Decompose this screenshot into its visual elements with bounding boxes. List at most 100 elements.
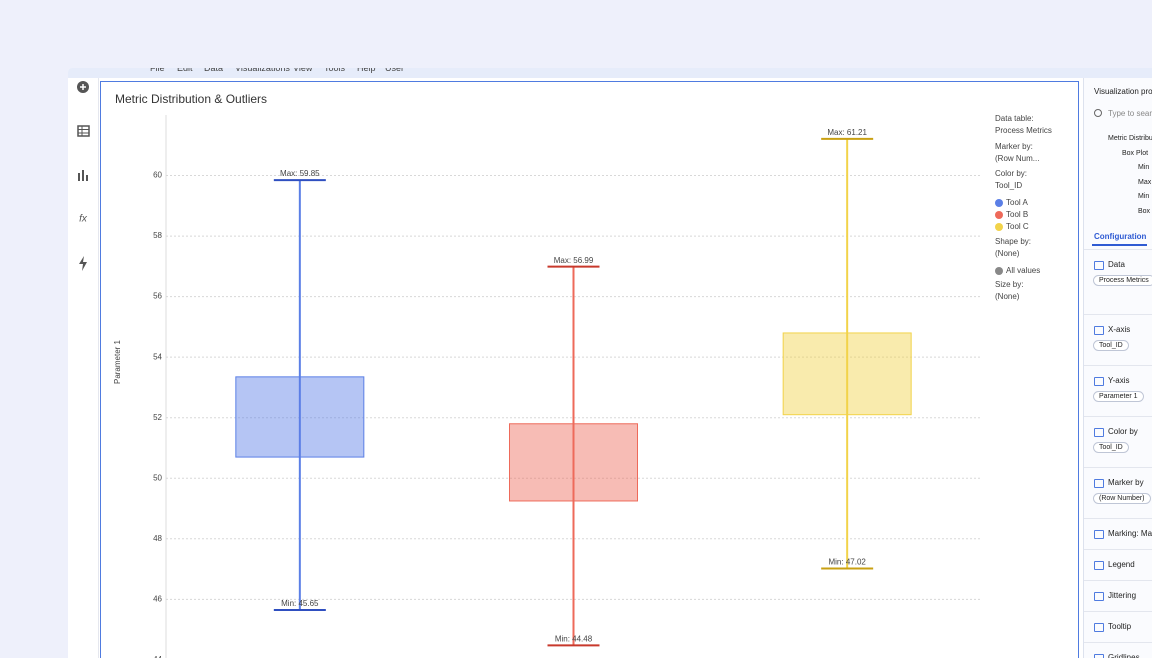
legend-text: (None) xyxy=(995,249,1020,258)
tree-item[interactable]: Max xyxy=(1138,179,1152,186)
properties-panel: Visualization properties Type to search Me… xyxy=(1083,78,1152,658)
section-icon xyxy=(1094,654,1104,658)
function-icon[interactable]: fx xyxy=(79,214,88,225)
section-name[interactable]: Gridlines xyxy=(1108,653,1140,658)
section-value[interactable]: Tool_ID xyxy=(1093,340,1129,351)
section-name[interactable]: Legend xyxy=(1108,560,1135,569)
legend-text: (None) xyxy=(995,292,1020,301)
y-tick-label: 58 xyxy=(153,231,162,240)
max-label: Max: 59.85 xyxy=(280,169,320,178)
chart-icon[interactable] xyxy=(78,170,88,181)
max-label: Max: 56.99 xyxy=(554,256,594,265)
section-divider xyxy=(1084,467,1152,468)
tree-item[interactable]: Box xyxy=(1138,208,1151,215)
panel-title: Visualization properties xyxy=(1094,87,1152,96)
tab-underline xyxy=(1092,244,1147,246)
menu-item[interactable]: Edit xyxy=(177,68,193,73)
search-icon xyxy=(1094,109,1102,117)
menu-item[interactable]: View xyxy=(293,68,313,73)
config-tab[interactable]: Configuration xyxy=(1094,232,1147,241)
box xyxy=(235,376,365,458)
menu-item[interactable]: Help xyxy=(357,68,376,73)
section-divider xyxy=(1084,611,1152,612)
flash-icon[interactable] xyxy=(79,256,87,271)
section-name[interactable]: Marking: Ma xyxy=(1108,529,1152,538)
section-value[interactable]: Process Metrics xyxy=(1093,275,1152,286)
legend-text: All values xyxy=(1006,266,1040,275)
legend-item: Tool C xyxy=(1006,222,1029,231)
legend-text: Color by: xyxy=(995,169,1027,178)
menu-item[interactable]: Visualizations xyxy=(235,68,290,73)
section-value[interactable]: Parameter 1 xyxy=(1093,391,1144,402)
menu-item[interactable]: Tools xyxy=(324,68,346,73)
section-divider xyxy=(1084,249,1152,250)
legend-text: Data table: xyxy=(995,114,1034,123)
box xyxy=(782,332,912,416)
section-icon xyxy=(1094,479,1104,488)
legend-text: Shape by: xyxy=(995,237,1031,246)
section-name[interactable]: Jittering xyxy=(1108,591,1137,600)
section-name[interactable]: Marker by xyxy=(1108,478,1144,487)
section-name[interactable]: Tooltip xyxy=(1108,622,1132,631)
search-box[interactable]: Type to search xyxy=(1108,109,1152,118)
legend-item: Tool B xyxy=(1006,210,1028,219)
menu-item[interactable]: Data xyxy=(204,68,224,73)
section-value[interactable]: (Row Number) xyxy=(1093,493,1151,504)
max-label: Max: 61.21 xyxy=(827,128,867,137)
section-name[interactable]: Data xyxy=(1108,260,1125,269)
section-icon xyxy=(1094,377,1104,386)
section-divider xyxy=(1084,549,1152,550)
y-tick-label: 46 xyxy=(153,594,162,603)
tree-item[interactable]: Metric Distribution & Outliers xyxy=(1108,135,1152,142)
y-axis-label: Parameter 1 xyxy=(113,339,122,384)
legend-text: Tool_ID xyxy=(995,181,1022,190)
chart: Metric Distribution & Outliers Parameter… xyxy=(113,92,1052,658)
section-icon xyxy=(1094,261,1104,270)
chart-title: Metric Distribution & Outliers xyxy=(115,92,267,106)
y-tick-label: 44 xyxy=(153,655,162,658)
y-tick-label: 60 xyxy=(153,171,162,180)
y-tick-label: 48 xyxy=(153,534,162,543)
section-icon xyxy=(1094,561,1104,570)
legend-text: Size by: xyxy=(995,280,1023,289)
legend-text: Marker by: xyxy=(995,142,1033,151)
table-icon-lines xyxy=(78,126,89,136)
legend-swatch xyxy=(995,211,1003,219)
box xyxy=(509,423,638,502)
tree-item[interactable]: Box Plot xyxy=(1122,150,1149,157)
legend-swatch xyxy=(995,223,1003,231)
section-divider xyxy=(1084,314,1152,315)
y-tick-label: 56 xyxy=(153,292,162,301)
y-tick-label: 50 xyxy=(153,473,162,482)
section-value[interactable]: Tool_ID xyxy=(1093,442,1129,453)
table-icon[interactable] xyxy=(77,125,90,137)
legend-text: Process Metrics xyxy=(995,126,1052,135)
legend-text: (Row Num... xyxy=(995,154,1039,163)
app-window: File Edit Data Visualizations View Tools Help U… xyxy=(68,68,1152,658)
section-divider xyxy=(1084,365,1152,366)
section-icon xyxy=(1094,428,1104,437)
min-label: Min: 45.65 xyxy=(281,599,319,608)
section-icon xyxy=(1094,623,1104,632)
section-divider xyxy=(1084,416,1152,417)
section-icon xyxy=(1094,530,1104,539)
section-name[interactable]: Y-axis xyxy=(1108,376,1130,385)
section-divider xyxy=(1084,518,1152,519)
min-label: Min: 44.48 xyxy=(555,634,593,643)
add-icon-plus xyxy=(80,84,86,90)
menu-bar: File Edit Data Visualizations View Tools Help U… xyxy=(68,68,1152,78)
min-label: Min: 47.02 xyxy=(828,558,866,567)
icon-rail: fx xyxy=(68,78,99,658)
tree-item[interactable]: Min xyxy=(1138,193,1150,200)
section-icon xyxy=(1094,592,1104,601)
chart-panel: Metric Distribution & Outliers Parameter… xyxy=(100,81,1079,658)
section-name[interactable]: X-axis xyxy=(1108,325,1131,334)
menu-item[interactable]: User xyxy=(385,68,405,73)
menu-item[interactable]: File xyxy=(150,68,165,73)
section-name[interactable]: Color by xyxy=(1108,427,1138,436)
tree-item[interactable]: Min xyxy=(1138,164,1150,171)
section-icon xyxy=(1094,326,1104,335)
legend-swatch xyxy=(995,199,1003,207)
section-divider xyxy=(1084,580,1152,581)
